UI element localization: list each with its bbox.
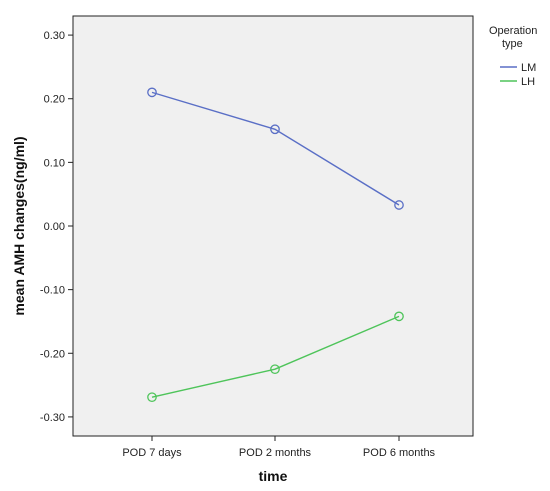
legend-label-lh: LH [521, 76, 535, 88]
data-point-lh [394, 311, 404, 322]
x-tick-label: POD 2 months [239, 447, 312, 459]
y-tick-label: 0.20 [44, 94, 65, 106]
legend-items: LM LH [500, 62, 536, 88]
y-tick-label: -0.20 [40, 348, 65, 360]
data-point-lh [270, 364, 280, 375]
series-line-lm [151, 91, 400, 206]
data-point-lm [394, 200, 404, 210]
y-tick-label: 0.10 [44, 157, 65, 169]
x-axis-title: time [259, 468, 288, 484]
data-point-lh [147, 392, 157, 403]
data-point-lm [147, 87, 157, 98]
y-tick-label: -0.10 [40, 285, 65, 297]
x-tick-label: POD 6 months [363, 447, 436, 459]
x-tick-label: POD 7 days [122, 447, 182, 459]
y-axis: 0.30 0.20 0.10 0.00 -0.10 -0.20 -0.30 [40, 30, 73, 424]
series-layer [147, 87, 404, 403]
legend-title-line-1: Operation [489, 25, 537, 37]
y-tick-label: -0.30 [40, 412, 65, 424]
y-tick-label: 0.00 [44, 221, 65, 233]
y-axis-title: mean AMH changes(ng/ml) [11, 136, 27, 315]
legend: Operation type LM LH [489, 25, 537, 88]
x-axis: POD 7 days POD 2 months POD 6 months [122, 436, 436, 459]
legend-label-lm: LM [521, 62, 536, 74]
legend-title-line-2: type [502, 38, 523, 50]
data-point-lm [270, 124, 280, 135]
y-tick-label: 0.30 [44, 30, 65, 42]
series-line-lh [151, 315, 400, 398]
